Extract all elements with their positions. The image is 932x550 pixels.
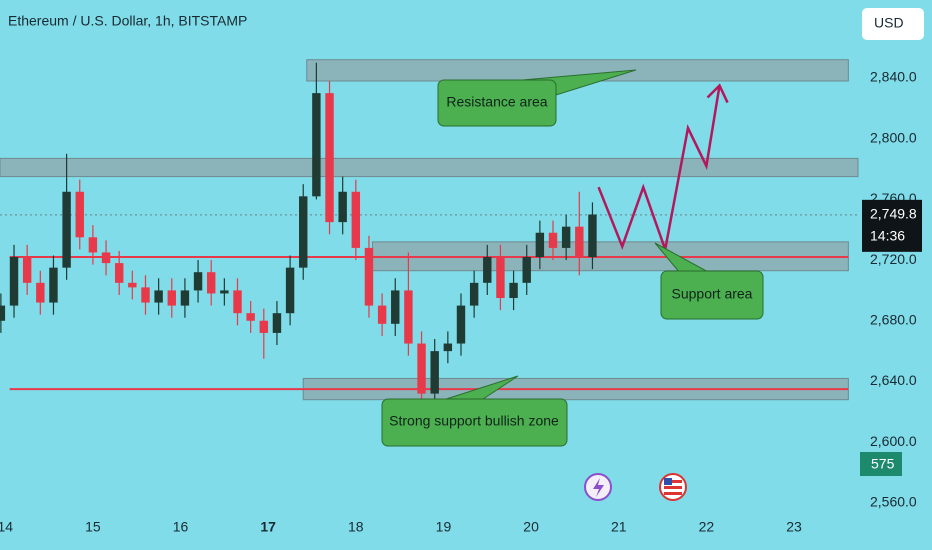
candle-body xyxy=(404,290,413,344)
candle-body xyxy=(9,257,19,306)
y-tick-label: 2,720.0 xyxy=(870,251,917,267)
candle-body xyxy=(364,247,374,306)
candle-body xyxy=(233,290,242,314)
candle-body xyxy=(588,214,597,258)
candle-body xyxy=(351,191,361,248)
candle-body xyxy=(417,343,426,394)
candle-body xyxy=(325,93,334,223)
candle-body xyxy=(128,282,137,288)
zone xyxy=(0,157,859,178)
y-tick-label: 2,840.0 xyxy=(870,69,917,85)
flag-stripe xyxy=(664,486,682,489)
badge-label: 575 xyxy=(871,456,895,472)
candle-body xyxy=(443,343,453,352)
candle-body xyxy=(62,191,71,268)
candle-body xyxy=(391,290,400,324)
annotation: Support area xyxy=(672,286,753,302)
candle-body xyxy=(456,305,466,344)
projection-arrowhead xyxy=(706,83,729,104)
callout: Resistance area xyxy=(437,69,637,127)
candle-body xyxy=(312,93,321,197)
x-tick-label: 14 xyxy=(0,519,13,535)
price-axis: 2,560.02,600.02,640.02,680.02,720.02,760… xyxy=(0,69,922,535)
price-tag-countdown: 14:36 xyxy=(870,228,905,244)
candle-body xyxy=(272,313,282,333)
candle-body xyxy=(167,290,176,306)
candle-body xyxy=(259,320,269,333)
candle-body xyxy=(377,305,387,324)
price-tag-value: 2,749.8 xyxy=(870,206,917,222)
candle-body xyxy=(496,257,505,299)
x-tick-label: 20 xyxy=(523,519,539,535)
y-tick-label: 2,800.0 xyxy=(870,129,917,145)
x-tick-label: 15 xyxy=(85,519,101,535)
annotation: Resistance area xyxy=(446,94,547,110)
x-tick-label: 18 xyxy=(348,519,364,535)
x-tick-label: 19 xyxy=(436,519,452,535)
event-icon-glyph xyxy=(593,478,604,497)
callout: Support area xyxy=(654,242,764,320)
annotation: Strong support bullish zone xyxy=(389,413,559,429)
candle-body xyxy=(193,272,203,291)
candle-body xyxy=(220,290,229,294)
candle-body xyxy=(180,290,190,306)
candle-body xyxy=(548,232,558,248)
x-tick-label: 22 xyxy=(699,519,715,535)
candle-body xyxy=(207,272,216,294)
badge xyxy=(860,452,902,476)
plot-area xyxy=(0,59,859,424)
candle-body xyxy=(561,226,571,248)
candle-body xyxy=(285,267,295,314)
candle-body xyxy=(522,257,531,283)
candle-body xyxy=(430,351,439,394)
y-tick-label: 2,600.0 xyxy=(870,433,917,449)
currency-button[interactable] xyxy=(862,8,924,40)
x-tick-label: 17 xyxy=(260,519,276,535)
y-tick-label: 2,640.0 xyxy=(870,372,917,388)
flag-stripe xyxy=(664,492,682,495)
candle-body xyxy=(101,252,111,264)
price-tag xyxy=(862,199,922,252)
callout: Strong support bullish zone xyxy=(381,375,568,447)
candle-body xyxy=(88,237,98,253)
candle-body xyxy=(509,282,518,299)
y-tick-label: 2,560.0 xyxy=(870,494,917,510)
y-tick-label: 2,680.0 xyxy=(870,311,917,327)
candle-body xyxy=(75,191,84,238)
candle-body xyxy=(141,287,150,303)
x-tick-label: 16 xyxy=(173,519,189,535)
candle-body xyxy=(575,226,584,258)
chart-title: Ethereum / U.S. Dollar, 1h, BITSTAMP xyxy=(8,13,247,29)
candle-body xyxy=(483,257,492,283)
x-tick-label: 21 xyxy=(611,519,627,535)
flag-stripe xyxy=(664,480,682,483)
candle-body xyxy=(154,290,163,303)
flag-canton xyxy=(664,478,672,485)
candle-body xyxy=(49,267,58,303)
candle-body xyxy=(338,191,347,223)
candle-body xyxy=(0,305,6,321)
candle-body xyxy=(114,263,124,283)
candle-body xyxy=(469,282,479,306)
candle-body xyxy=(535,232,545,258)
currency-label: USD xyxy=(874,15,904,31)
candle-body xyxy=(22,257,32,283)
candle-body xyxy=(36,282,45,303)
x-tick-label: 23 xyxy=(786,519,802,535)
candle-body xyxy=(246,313,255,321)
candle-body xyxy=(299,196,308,268)
